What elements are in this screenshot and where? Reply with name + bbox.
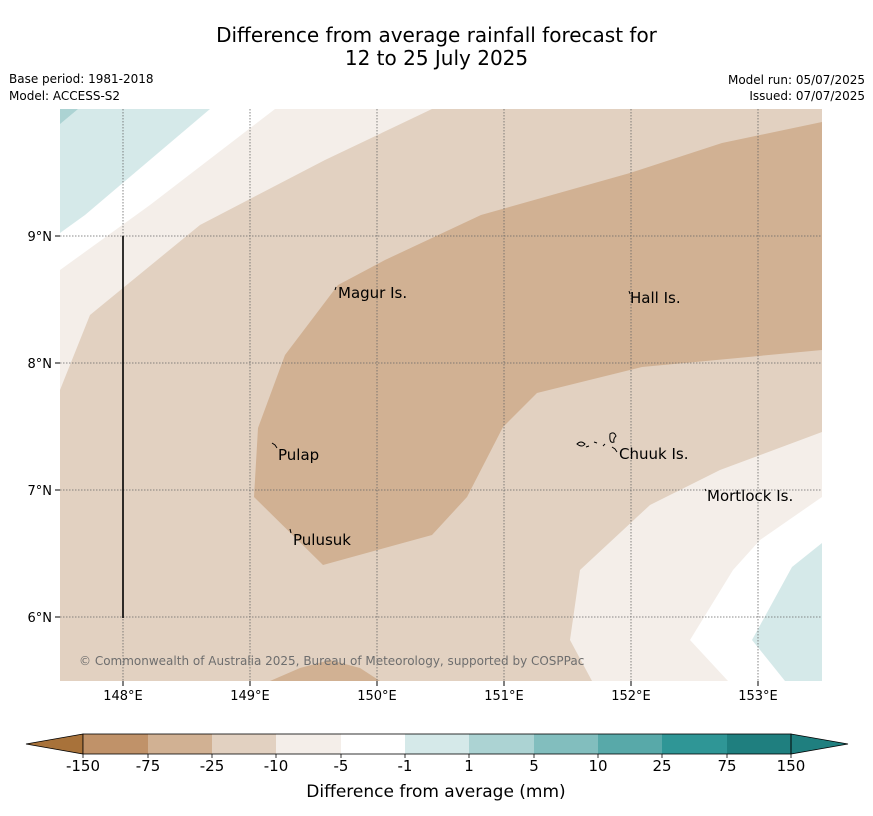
colorbar-swatch bbox=[598, 734, 662, 754]
colorbar-label: -25 bbox=[200, 757, 225, 775]
colorbar-extend-right bbox=[790, 733, 849, 755]
colorbar-extend-left bbox=[25, 733, 84, 755]
axis-ticks bbox=[55, 235, 759, 686]
place-label-chuuk: Chuuk Is. bbox=[619, 445, 688, 463]
island-marks bbox=[271, 286, 707, 534]
contour-band-minus25-south-edge bbox=[270, 660, 380, 681]
colorbar-label: 1 bbox=[464, 757, 474, 775]
colorbar-label: -75 bbox=[136, 757, 161, 775]
x-tick-148e: 148°E bbox=[103, 689, 143, 704]
map-area: Magur Is. Hall Is. Pulap Chuuk Is. Mortl… bbox=[60, 109, 822, 681]
x-tick-153e: 153°E bbox=[738, 689, 778, 704]
place-label-magur: Magur Is. bbox=[338, 284, 407, 302]
colorbar-label: 75 bbox=[717, 757, 736, 775]
colorbar-swatch bbox=[148, 734, 212, 754]
colorbar-label: -5 bbox=[334, 757, 349, 775]
base-period-label: Base period: 1981-2018 bbox=[9, 72, 154, 86]
x-tick-150e: 150°E bbox=[357, 689, 397, 704]
place-label-hall: Hall Is. bbox=[630, 289, 681, 307]
colorbar-swatch bbox=[83, 734, 148, 754]
colorbar-label: 150 bbox=[777, 757, 806, 775]
island-mark-magur bbox=[334, 286, 337, 291]
colorbar-swatch bbox=[662, 734, 727, 754]
colorbar-label: 10 bbox=[588, 757, 607, 775]
x-axis-labels: 148°E 149°E 150°E 151°E 152°E 153°E bbox=[103, 689, 778, 704]
chuuk-lagoon-islands bbox=[576, 432, 618, 453]
x-tick-152e: 152°E bbox=[611, 689, 651, 704]
y-axis-labels: 9°N 8°N 7°N 6°N bbox=[28, 230, 53, 626]
model-label: Model: ACCESS-S2 bbox=[9, 89, 121, 103]
colorbar-swatch bbox=[534, 734, 598, 754]
colorbar-swatch bbox=[469, 734, 534, 754]
y-tick-7n: 7°N bbox=[28, 484, 53, 499]
place-label-pulap: Pulap bbox=[278, 446, 319, 464]
contour-band-plus1-to-plus5-north bbox=[60, 109, 210, 233]
colorbar-swatch bbox=[212, 734, 276, 754]
contour-band-plus5-to-plus10-north bbox=[60, 109, 78, 124]
place-label-pulusuk: Pulusuk bbox=[293, 531, 351, 549]
y-tick-8n: 8°N bbox=[28, 357, 53, 372]
colorbar-title: Difference from average (mm) bbox=[306, 782, 565, 802]
x-tick-149e: 149°E bbox=[230, 689, 270, 704]
y-tick-6n: 6°N bbox=[28, 611, 53, 626]
island-mark-pulusuk bbox=[289, 528, 292, 534]
colorbar-swatch bbox=[405, 734, 469, 754]
map-title-line-1: Difference from average rainfall forecas… bbox=[216, 23, 657, 47]
island-mark-hall bbox=[628, 290, 631, 295]
copyright-notice: © Commonwealth of Australia 2025, Bureau… bbox=[79, 654, 584, 668]
issued-label: Issued: 07/07/2025 bbox=[749, 89, 865, 103]
island-mark-mortlock bbox=[704, 488, 707, 492]
colorbar-swatch bbox=[341, 734, 405, 754]
colorbar: -150 -75 -25 -10 -5 -1 1 5 10 25 75 150 … bbox=[25, 733, 849, 802]
colorbar-swatch bbox=[727, 734, 791, 754]
map-title-line-2: 12 to 25 July 2025 bbox=[344, 46, 529, 70]
island-mark-pulap bbox=[271, 442, 278, 449]
model-run-label: Model run: 05/07/2025 bbox=[727, 73, 865, 87]
contour-band-minus25-to-minus10 bbox=[254, 122, 822, 565]
contour-band-plus1-to-plus5-south bbox=[752, 543, 822, 681]
colorbar-label: 5 bbox=[529, 757, 539, 775]
colorbar-swatch bbox=[276, 734, 341, 754]
colorbar-label: -1 bbox=[398, 757, 413, 775]
y-tick-9n: 9°N bbox=[28, 230, 53, 245]
x-tick-151e: 151°E bbox=[484, 689, 524, 704]
place-label-mortlock: Mortlock Is. bbox=[707, 487, 793, 505]
colorbar-label: -10 bbox=[264, 757, 289, 775]
colorbar-label: 25 bbox=[652, 757, 671, 775]
colorbar-label: -150 bbox=[66, 757, 100, 775]
